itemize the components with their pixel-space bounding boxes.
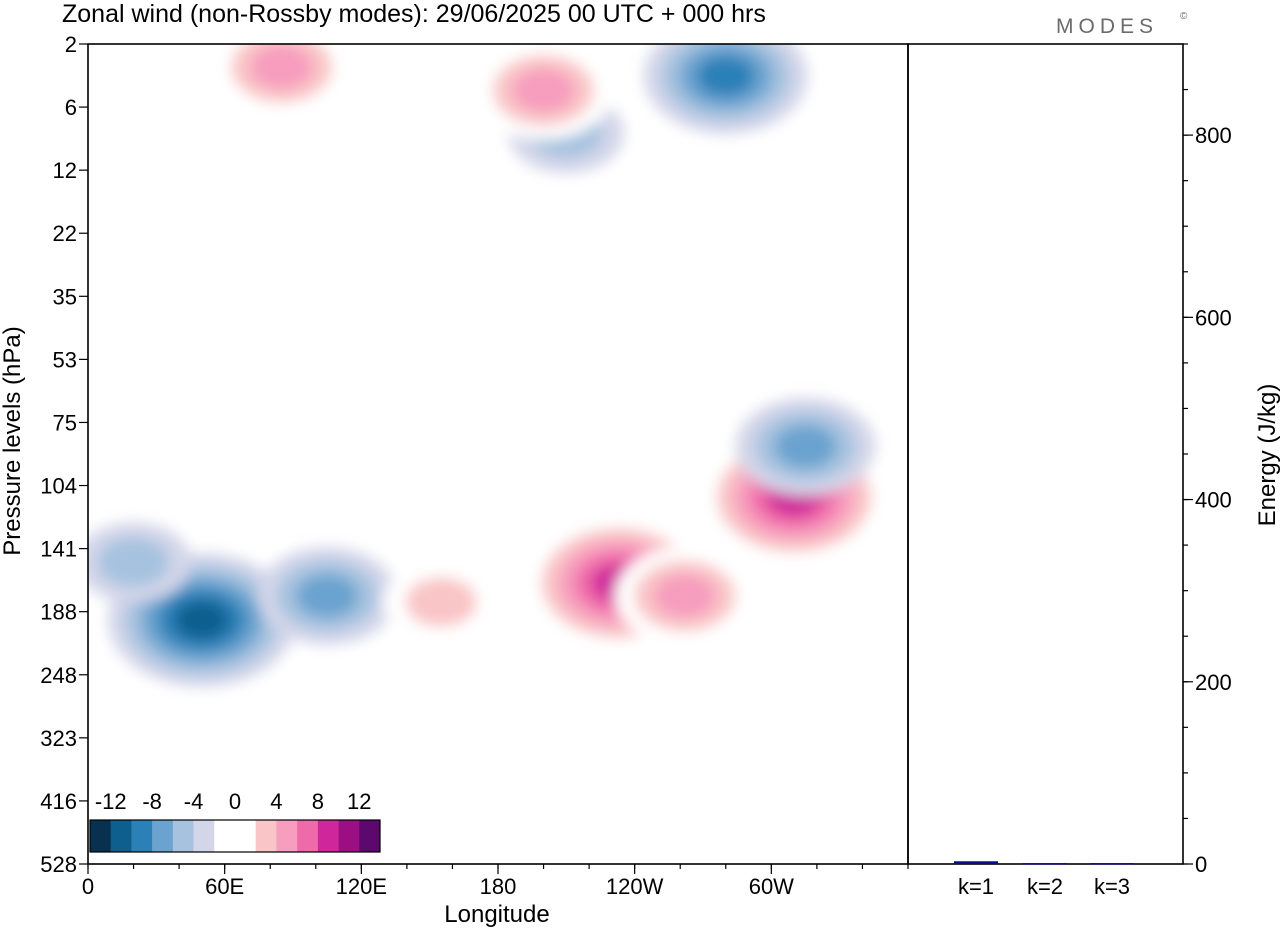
energy-bar xyxy=(1090,863,1134,865)
y-tick-label: 35 xyxy=(53,284,77,309)
y-tick-label: 6 xyxy=(65,95,77,120)
y-axis-label: Pressure levels (hPa) xyxy=(0,326,26,555)
heatmap-feature xyxy=(643,44,808,135)
colorbar-swatch xyxy=(172,820,194,852)
colorbar-swatch xyxy=(317,820,339,852)
heatmap-feature xyxy=(211,44,352,117)
y-tick-label: 188 xyxy=(40,600,77,625)
energy-frame xyxy=(907,43,1184,865)
x-tick-label: 120E xyxy=(336,874,387,899)
chart-title: Zonal wind (non-Rossby modes): 29/06/202… xyxy=(62,0,766,28)
colorbar-label: -8 xyxy=(142,789,162,814)
y-tick-label: 75 xyxy=(53,410,77,435)
y-tick-label: 248 xyxy=(40,663,77,688)
heatmap-feature xyxy=(473,44,614,140)
colorbar-swatch xyxy=(110,820,132,852)
colorbar-swatch xyxy=(131,820,153,852)
colorbar-swatch xyxy=(90,820,112,852)
heatmap-feature xyxy=(257,546,398,645)
energy-axis-label: Energy (J/kg) xyxy=(1254,384,1280,527)
colorbar-label: 0 xyxy=(229,789,241,814)
heatmap-feature xyxy=(614,546,755,645)
energy-category-label: k=1 xyxy=(958,874,994,899)
x-tick-label: 120W xyxy=(606,874,664,899)
colorbar-swatch xyxy=(235,820,257,852)
colorbar-label: 8 xyxy=(312,789,324,814)
colorbar-border xyxy=(89,819,381,853)
colorbar-swatch xyxy=(359,820,381,852)
colorbar-swatch xyxy=(193,820,215,852)
colorbar-swatch xyxy=(255,820,277,852)
x-axis: 0 60E 120E 180 120W 60W xyxy=(82,864,909,899)
x-axis-label: Longitude xyxy=(444,901,549,928)
brand-copyright-mark: © xyxy=(1180,11,1188,22)
colorbar-label: -12 xyxy=(95,789,127,814)
energy-tick-label: 600 xyxy=(1195,305,1232,330)
y-tick-label: 12 xyxy=(53,158,77,183)
colorbar-swatch xyxy=(276,820,298,852)
y-axis: 2 6 12 22 35 53 75 104 141 188 248 323 416 528 xyxy=(40,32,88,877)
energy-tick-label: 200 xyxy=(1195,670,1232,695)
y-tick-label: 104 xyxy=(40,474,77,499)
y-tick-label: 53 xyxy=(53,347,77,372)
y-tick-label: 323 xyxy=(40,726,77,751)
energy-category-label: k=2 xyxy=(1027,874,1063,899)
colorbar-label: -4 xyxy=(184,789,204,814)
energy-bar xyxy=(954,861,998,864)
energy-bars: k=1 k=2 k=3 xyxy=(954,861,1134,899)
energy-tick-label: 0 xyxy=(1195,852,1207,877)
x-tick-label: 60W xyxy=(749,874,794,899)
energy-category-label: k=3 xyxy=(1094,874,1130,899)
energy-tick-label: 800 xyxy=(1195,123,1232,148)
brand-logo: MODES xyxy=(1056,15,1158,38)
colorbar-swatch xyxy=(152,820,174,852)
colorbar-swatch xyxy=(297,820,319,852)
energy-axis: 0 200 400 600 800 xyxy=(1183,43,1232,877)
x-tick-label: 0 xyxy=(82,874,94,899)
heatmap-feature xyxy=(88,522,192,603)
y-tick-label: 528 xyxy=(40,852,77,877)
heatmap-feature xyxy=(383,562,500,643)
energy-tick-label: 400 xyxy=(1195,488,1232,513)
heatmap-field xyxy=(88,44,889,688)
colorbar-swatch xyxy=(214,820,236,852)
y-tick-label: 22 xyxy=(53,221,77,246)
colorbar-label: 4 xyxy=(270,789,282,814)
y-tick-label: 2 xyxy=(65,32,77,57)
x-tick-label: 180 xyxy=(480,874,517,899)
y-tick-label: 141 xyxy=(40,537,77,562)
colorbar-label: 12 xyxy=(347,789,371,814)
colorbar: -12 -8 -4 0 4 8 12 xyxy=(89,789,381,853)
energy-bar xyxy=(1023,863,1067,865)
x-tick-label: 60E xyxy=(205,874,244,899)
heatmap-feature xyxy=(735,397,876,496)
y-tick-label: 416 xyxy=(40,789,77,814)
colorbar-swatch xyxy=(338,820,360,852)
